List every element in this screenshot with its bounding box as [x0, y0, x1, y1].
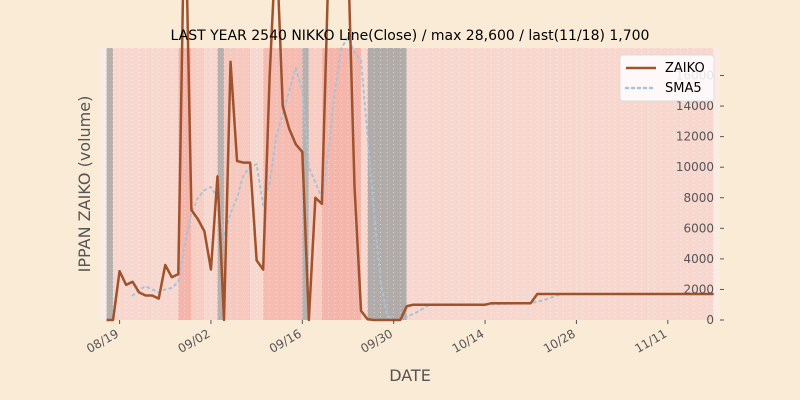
x-axis-title: DATE — [389, 366, 431, 385]
y-tick-label: 2000 — [683, 282, 714, 296]
y-tick-label: 14000 — [676, 99, 714, 113]
background-band — [106, 48, 114, 320]
legend-label-sma5: SMA5 — [665, 81, 702, 96]
y-tick-label: 0 — [706, 313, 714, 327]
x-axis-ticks: 08/19 09/02 09/16 09/30 10/14 10/28 11/11 — [84, 320, 669, 356]
chart-title: LAST YEAR 2540 NIKKO Line(Close) / max 2… — [171, 28, 650, 44]
y-tick-label: 4000 — [683, 252, 714, 266]
y-axis-ticks: 0200040006000800010000120001400016000 — [676, 69, 724, 327]
background-band — [302, 48, 309, 320]
series-lines — [106, 0, 715, 322]
series-line-zaiko — [106, 0, 714, 322]
background-band — [361, 48, 368, 320]
x-tick-label: 08/19 — [84, 326, 121, 355]
y-tick-label: 12000 — [676, 130, 714, 144]
legend-label-zaiko: ZAIKO — [665, 61, 705, 76]
y-tick-label: 6000 — [683, 221, 714, 235]
y-tick-label: 10000 — [676, 160, 714, 174]
x-tick-label: 09/02 — [175, 326, 212, 355]
x-tick-label: 09/16 — [267, 326, 304, 355]
x-tick-label: 09/30 — [358, 326, 395, 355]
x-tick-label: 10/14 — [450, 326, 487, 355]
legend: ZAIKO SMA5 — [619, 54, 715, 102]
x-tick-label: 11/11 — [632, 326, 669, 355]
y-tick-label: 8000 — [683, 191, 714, 205]
y-axis-title: IPPAN ZAIKO (volume) — [75, 96, 94, 273]
legend-box — [619, 54, 715, 102]
background-band — [217, 48, 224, 320]
x-tick-label: 10/28 — [541, 326, 578, 355]
